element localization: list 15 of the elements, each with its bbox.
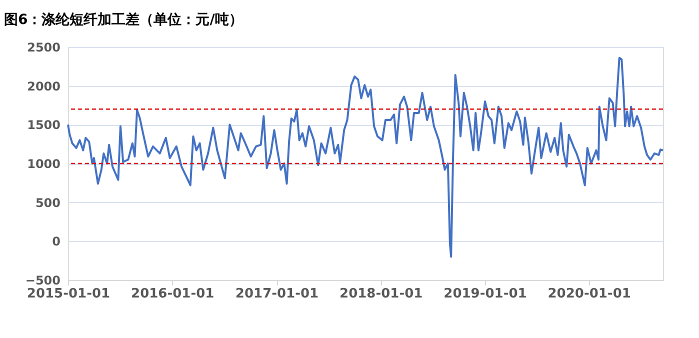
y-tick-label: 500 [35,196,60,210]
y-tick-label: 0 [52,234,60,249]
line-series [67,56,664,258]
y-tick-label: 2000 [27,79,60,94]
y-tick-label: 1000 [27,157,60,171]
x-tick-label: 2017-01-01 [235,286,319,302]
x-tick-label: 2015-01-01 [26,286,110,302]
y-tick-label: 2500 [27,40,60,54]
x-tick-label: 2020-01-01 [548,286,631,302]
y-tick-label: 1500 [27,118,60,132]
x-tick-label: 2019-01-01 [444,286,527,302]
chart-title: 图6：涤纶短纤加工差（单位：元/吨） [4,12,243,28]
x-tick-label: 2016-01-01 [131,286,214,302]
y-tick-label: −500 [25,274,60,288]
x-tick-label: 2018-01-01 [340,286,423,302]
